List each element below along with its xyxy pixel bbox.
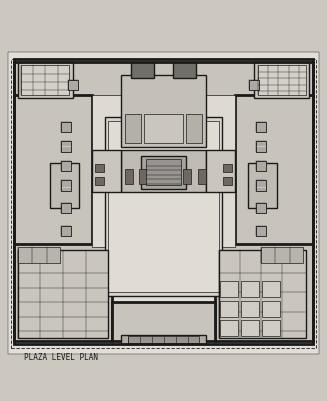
- Bar: [18, 251, 108, 338]
- Bar: [146, 160, 181, 186]
- Bar: [21, 66, 69, 95]
- Bar: [206, 150, 235, 192]
- Bar: [241, 320, 259, 336]
- Bar: [61, 181, 71, 191]
- Bar: [215, 244, 313, 341]
- Bar: [249, 81, 259, 91]
- Text: PLAZA LEVEL PLAN: PLAZA LEVEL PLAN: [24, 352, 98, 361]
- Bar: [144, 115, 183, 144]
- Bar: [92, 150, 121, 192]
- Bar: [125, 115, 141, 144]
- Bar: [92, 95, 235, 247]
- Bar: [108, 121, 219, 293]
- Bar: [139, 170, 147, 184]
- Bar: [18, 63, 73, 99]
- Bar: [248, 163, 277, 209]
- Bar: [262, 301, 280, 317]
- Bar: [254, 63, 309, 99]
- Bar: [11, 60, 316, 348]
- Bar: [256, 123, 266, 133]
- Bar: [183, 170, 191, 184]
- Bar: [121, 150, 206, 192]
- Bar: [223, 165, 232, 173]
- Bar: [18, 247, 60, 263]
- Bar: [261, 247, 303, 263]
- Bar: [220, 301, 238, 317]
- Bar: [121, 76, 206, 147]
- Bar: [61, 226, 71, 237]
- Bar: [112, 302, 215, 341]
- Bar: [256, 203, 266, 214]
- Bar: [68, 81, 78, 91]
- Bar: [14, 95, 92, 247]
- Bar: [50, 163, 79, 209]
- Bar: [198, 170, 206, 184]
- Bar: [256, 181, 266, 191]
- Bar: [61, 123, 71, 133]
- Bar: [14, 63, 313, 344]
- Bar: [235, 95, 313, 247]
- Bar: [241, 282, 259, 298]
- Bar: [121, 335, 206, 344]
- Bar: [220, 282, 238, 298]
- Bar: [256, 161, 266, 172]
- Bar: [262, 320, 280, 336]
- Bar: [220, 320, 238, 336]
- Bar: [14, 244, 112, 341]
- Bar: [241, 301, 259, 317]
- Bar: [258, 66, 306, 95]
- Bar: [186, 115, 202, 144]
- Bar: [61, 161, 71, 172]
- Bar: [141, 157, 186, 189]
- Bar: [223, 178, 232, 186]
- Bar: [256, 142, 266, 152]
- Bar: [95, 178, 104, 186]
- Bar: [173, 63, 196, 79]
- Bar: [219, 251, 306, 338]
- Bar: [105, 118, 222, 296]
- Bar: [61, 142, 71, 152]
- Bar: [14, 60, 313, 102]
- Bar: [128, 336, 199, 343]
- Bar: [61, 203, 71, 214]
- Bar: [131, 63, 154, 79]
- Bar: [125, 170, 133, 184]
- Bar: [262, 282, 280, 298]
- Bar: [95, 165, 104, 173]
- Bar: [8, 53, 319, 354]
- Bar: [256, 226, 266, 237]
